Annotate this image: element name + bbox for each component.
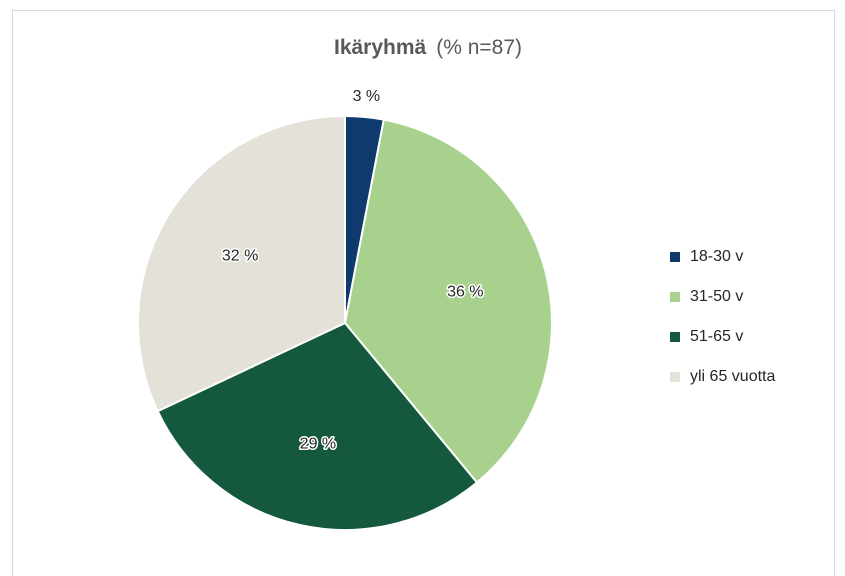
data-label: 32 %: [222, 248, 258, 265]
legend-swatch: [670, 252, 680, 262]
chart-title: Ikäryhmä: [334, 36, 427, 59]
legend-swatch: [670, 292, 680, 302]
legend-swatch: [670, 332, 680, 342]
data-label: 3 %: [353, 88, 381, 105]
data-label: 29 %: [300, 435, 336, 452]
pie-slice: [137, 114, 346, 413]
pie-slice: [343, 118, 553, 484]
legend-label: yli 65 vuotta: [690, 368, 775, 385]
chart-subtitle: (% n=87): [436, 36, 522, 59]
legend-label: 18-30 v: [690, 248, 743, 265]
legend-label: 31-50 v: [690, 288, 743, 305]
legend-label: 51-65 v: [690, 328, 743, 345]
data-label: 36 %: [447, 283, 483, 300]
chart-title-line: Ikäryhmä (% n=87): [334, 36, 522, 59]
pie-slice: [156, 321, 479, 531]
legend-swatch: [670, 372, 680, 382]
